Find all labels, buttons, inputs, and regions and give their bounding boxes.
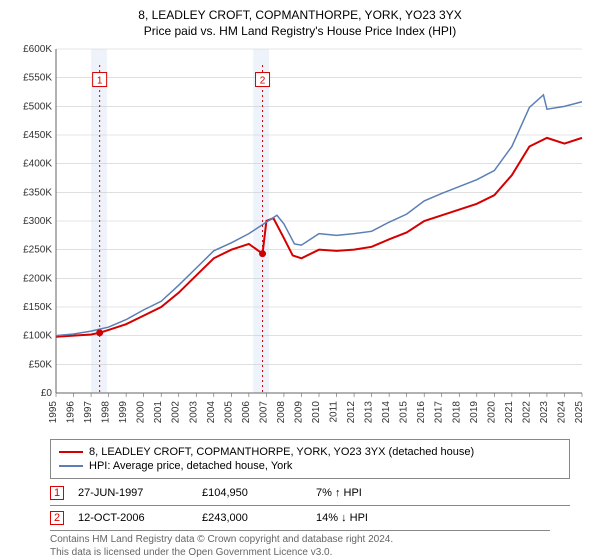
legend-label: HPI: Average price, detached house, York [89,460,292,472]
svg-text:2018: 2018 [451,401,462,424]
svg-text:2014: 2014 [381,401,392,424]
marker-badge: 1 [50,486,64,500]
svg-text:2009: 2009 [293,401,304,424]
chart-svg: £0 £50K £100K £150K £200K £250K £300K £350K £400… [10,45,588,433]
svg-text:£300K: £300K [23,216,52,227]
svg-text:2025: 2025 [574,401,585,424]
svg-text:£500K: £500K [23,102,52,113]
footer-separator [50,530,550,531]
svg-text:2010: 2010 [311,401,322,424]
footer-line: Contains HM Land Registry data © Crown c… [50,533,590,546]
svg-text:£250K: £250K [23,245,52,256]
svg-text:1995: 1995 [48,401,59,424]
legend-item: HPI: Average price, detached house, York [59,460,561,472]
svg-text:£400K: £400K [23,159,52,170]
chart-titles: 8, LEADLEY CROFT, COPMANTHORPE, YORK, YO… [10,8,590,39]
row-separator [50,505,570,506]
svg-text:2012: 2012 [346,401,357,424]
svg-text:2007: 2007 [258,401,269,424]
svg-text:2017: 2017 [434,401,445,424]
svg-text:2003: 2003 [188,401,199,424]
marker-badge: 2 [50,511,64,525]
svg-text:2024: 2024 [556,401,567,424]
svg-text:2023: 2023 [539,401,550,424]
svg-text:2011: 2011 [329,401,340,423]
sale-row: 2 12-OCT-2006 £243,000 14% ↓ HPI [50,508,570,528]
svg-text:1: 1 [97,76,103,87]
legend-swatch [59,465,83,467]
svg-text:£600K: £600K [23,45,52,55]
sales-markers-table: 1 27-JUN-1997 £104,950 7% ↑ HPI 2 12-OCT… [50,483,570,528]
title-address: 8, LEADLEY CROFT, COPMANTHORPE, YORK, YO… [10,8,590,24]
legend-item: 8, LEADLEY CROFT, COPMANTHORPE, YORK, YO… [59,446,561,458]
svg-text:£450K: £450K [23,130,52,141]
svg-text:2005: 2005 [223,401,234,424]
svg-text:2019: 2019 [469,401,480,424]
title-subtitle: Price paid vs. HM Land Registry's House … [10,24,590,40]
svg-text:2000: 2000 [136,401,147,424]
footer-line: This data is licensed under the Open Gov… [50,546,590,559]
svg-text:£100K: £100K [23,331,52,342]
svg-text:£550K: £550K [23,73,52,84]
svg-text:£0: £0 [41,388,53,399]
svg-text:£350K: £350K [23,188,52,199]
sale-price: £104,950 [202,487,302,499]
svg-text:£150K: £150K [23,302,52,313]
svg-text:2006: 2006 [241,401,252,424]
sale-pct-vs-hpi: 14% ↓ HPI [316,512,436,524]
svg-text:2016: 2016 [416,401,427,424]
svg-text:2020: 2020 [486,401,497,424]
svg-text:£200K: £200K [23,274,52,285]
svg-text:1997: 1997 [83,401,94,424]
svg-text:£50K: £50K [29,360,53,371]
sale-pct-vs-hpi: 7% ↑ HPI [316,487,436,499]
legend: 8, LEADLEY CROFT, COPMANTHORPE, YORK, YO… [50,439,570,479]
svg-text:2013: 2013 [364,401,375,424]
svg-text:1996: 1996 [66,401,77,424]
svg-text:2022: 2022 [521,401,532,424]
svg-text:2015: 2015 [399,401,410,424]
svg-text:1999: 1999 [118,401,129,424]
legend-swatch [59,451,83,453]
chart-container: { "title_line1": "8, LEADLEY CROFT, COPM… [0,0,600,560]
svg-text:2002: 2002 [171,401,182,424]
sale-date: 12-OCT-2006 [78,512,188,524]
sale-price: £243,000 [202,512,302,524]
chart-plot-area: £0 £50K £100K £150K £200K £250K £300K £350K £400… [10,45,588,433]
svg-text:2001: 2001 [153,401,164,424]
sale-row: 1 27-JUN-1997 £104,950 7% ↑ HPI [50,483,570,503]
svg-text:2004: 2004 [206,401,217,424]
legend-label: 8, LEADLEY CROFT, COPMANTHORPE, YORK, YO… [89,446,474,458]
svg-text:2: 2 [260,76,266,87]
svg-text:2008: 2008 [276,401,287,424]
attribution-footer: Contains HM Land Registry data © Crown c… [50,533,590,559]
svg-text:2021: 2021 [504,401,515,424]
svg-text:1998: 1998 [101,401,112,424]
sale-date: 27-JUN-1997 [78,487,188,499]
